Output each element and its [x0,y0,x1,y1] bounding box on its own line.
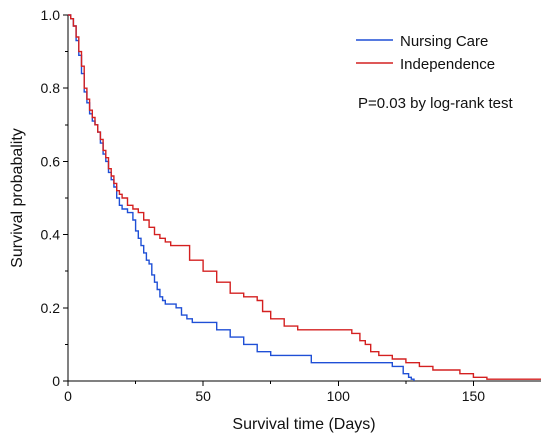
legend-label-nursing-care: Nursing Care [400,33,488,50]
x-tick-label: 50 [195,388,211,404]
legend: Nursing Care Independence [356,33,495,73]
survival-curves [68,14,541,381]
series-line-independence [68,14,541,380]
y-tick-label: 0.6 [41,153,61,169]
x-tick-label: 150 [462,388,486,404]
y-tick-label: 0 [52,373,60,389]
x-tick-label: 100 [327,388,351,404]
y-axis-label: Survival probabality [9,128,26,268]
x-axis-label: Survival time (Days) [232,416,375,433]
y-tick-label: 0.4 [41,227,61,243]
y-tick-label: 1.0 [41,7,61,23]
x-tick-label: 0 [64,388,72,404]
axes: 0 0.2 0.4 0.6 0.8 1.0 0 50 100 150 [41,7,541,404]
series-line-nursing-care [68,14,415,381]
y-tick-label: 0.2 [41,300,61,316]
y-tick-label: 0.8 [41,80,61,96]
legend-label-independence: Independence [400,56,495,73]
logrank-annotation: P=0.03 by log-rank test [358,95,514,112]
